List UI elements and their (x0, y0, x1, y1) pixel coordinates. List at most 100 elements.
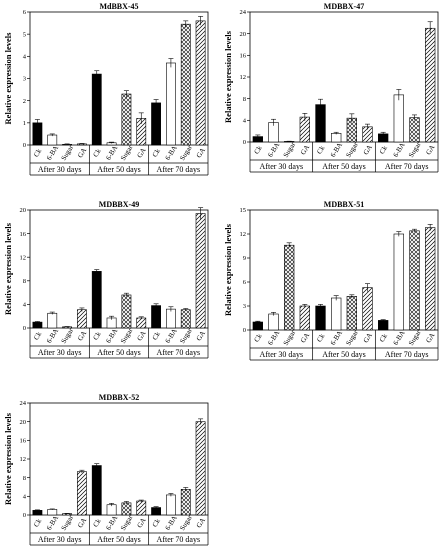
bar-6-ba (331, 133, 342, 143)
y-tick-label: 6 (243, 279, 247, 286)
bar-ga (77, 471, 87, 516)
bar-ck (32, 510, 43, 516)
category-label: Sugar (178, 513, 194, 532)
y-tick-label: 4 (23, 494, 27, 501)
chart-panel-2: MDBBX-47 Relative expression levels 0 4 8 12 1… (223, 2, 439, 173)
y-tick-label: 9 (243, 255, 246, 262)
category-label: Sugar (60, 513, 76, 532)
plot-frame (29, 209, 209, 329)
group-label: After 30 days (260, 162, 304, 171)
bar-sugar (180, 23, 191, 146)
bar-6-ba (268, 313, 279, 331)
category-label: Ck (32, 147, 43, 159)
y-tick-label: 8 (23, 278, 26, 285)
y-axis-label: Relative expression levels (223, 30, 233, 123)
chart-title: MDBBX-52 (99, 393, 139, 402)
y-tick-label: 4 (23, 54, 27, 61)
bar-ga (425, 227, 436, 331)
category-label: 6-BA (104, 144, 119, 161)
y-axis-label: Relative expression levels (3, 222, 13, 315)
category-label: Ck (315, 144, 326, 156)
bar-sugar (346, 296, 357, 331)
category-label: Ck (91, 517, 102, 529)
bar-6-ba (166, 308, 176, 329)
bar-group-2 (315, 98, 373, 143)
bar-6-ba (106, 504, 117, 516)
bar-ck (91, 73, 102, 146)
y-tick-label: 8 (243, 96, 246, 103)
y-tick-label: 20 (20, 419, 27, 426)
chart-title: MdBBX-45 (99, 2, 138, 11)
group-label: After 50 days (97, 165, 141, 174)
y-tick-label: 4 (243, 118, 247, 125)
category-label: Sugar (178, 326, 194, 345)
bar-group-3 (151, 16, 206, 146)
category-label: 6-BA (329, 141, 344, 158)
bar-ck (252, 321, 263, 331)
category-label: GA (135, 330, 147, 343)
plot-frame (249, 209, 439, 331)
category-label: Sugar (119, 326, 135, 345)
y-tick-label: 4 (23, 302, 27, 309)
chart-title: MDBBX-47 (324, 2, 364, 11)
category-label: Ck (253, 332, 264, 344)
group-label: After 70 days (385, 162, 429, 171)
bar-group-2 (315, 283, 373, 331)
y-tick-label: 8 (23, 475, 26, 482)
bar-ga (195, 421, 206, 516)
bar-group-1 (252, 242, 310, 331)
chart-panel-5: MDBBX-52 Relative expression levels 0 4 8 12 1… (3, 393, 209, 546)
category-label: 6-BA (45, 144, 60, 161)
y-tick-label: 16 (20, 438, 27, 445)
category-label: GA (135, 147, 147, 160)
bar-6-ba (393, 94, 404, 143)
category-label: 6-BA (392, 141, 407, 158)
y-tick-label: 24 (20, 400, 27, 407)
category-label: GA (76, 147, 88, 160)
category-label: GA (362, 144, 374, 157)
category-label: 6-BA (164, 514, 179, 531)
category-label: Sugar (282, 328, 298, 347)
bar-group-3 (378, 224, 436, 331)
category-label: 6-BA (104, 514, 119, 531)
bar-group-2 (91, 269, 147, 329)
category-label: 6-BA (164, 144, 179, 161)
chart-panel-1: MdBBX-45 Relative expression levels 0 1 2 3 4 5… (3, 2, 209, 176)
category-label: GA (195, 330, 207, 343)
category-label: Sugar (60, 143, 76, 162)
y-tick-label: 16 (20, 231, 27, 238)
bar-ck (91, 465, 102, 516)
bar-sugar (284, 244, 295, 331)
category-label: GA (362, 332, 374, 345)
y-tick-label: 20 (20, 207, 27, 214)
y-tick-label: 20 (240, 31, 247, 38)
category-label: 6-BA (329, 329, 344, 346)
y-tick-label: 16 (240, 53, 247, 60)
category-label: Sugar (407, 328, 423, 347)
bar-ck (315, 305, 326, 331)
category-label: GA (424, 144, 436, 157)
y-tick-label: 5 (23, 31, 26, 38)
bar-ck (151, 507, 161, 516)
category-label: Sugar (344, 328, 360, 347)
group-label: After 50 days (322, 162, 366, 171)
bar-sugar (121, 93, 132, 146)
y-tick-label: 12 (240, 74, 247, 81)
bar-6-ba (393, 233, 404, 331)
category-label: Sugar (407, 140, 423, 159)
category-label: 6-BA (104, 327, 119, 344)
bar-ga (77, 309, 87, 329)
bar-ga (195, 20, 206, 146)
group-label: After 30 days (38, 165, 82, 174)
category-label: GA (299, 332, 311, 345)
category-label: GA (76, 330, 88, 343)
y-tick-label: 3 (23, 76, 26, 83)
category-label: 6-BA (266, 329, 281, 346)
category-label: Ck (91, 147, 102, 159)
category-label: Sugar (344, 140, 360, 159)
category-label: GA (135, 517, 147, 530)
y-tick-label: 0 (243, 139, 246, 146)
bar-group-1 (252, 112, 310, 143)
bar-sugar (180, 489, 191, 516)
